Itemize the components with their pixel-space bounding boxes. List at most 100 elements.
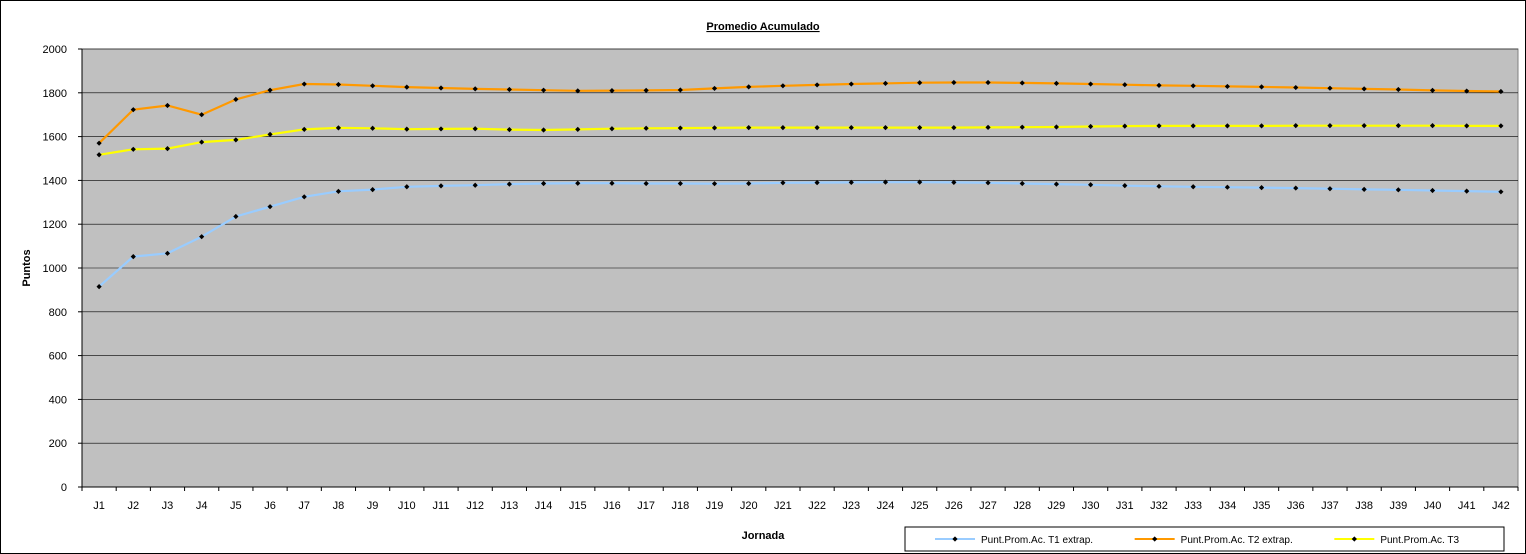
x-tick-label: J37 — [1321, 500, 1339, 512]
y-tick-label: 1400 — [43, 175, 67, 187]
series-line — [98, 124, 1501, 156]
data-point — [370, 186, 376, 193]
data-point — [1019, 124, 1025, 130]
legend-box — [904, 526, 1505, 552]
data-point — [301, 81, 307, 87]
series-lines — [96, 79, 1504, 290]
data-point — [917, 179, 923, 185]
axes: 0 200 400 600 800 1000 1200 1400 1600 1800 2000 J1 J… — [43, 44, 1519, 512]
data-point — [438, 183, 444, 189]
data-point — [1395, 86, 1401, 93]
data-point — [1361, 123, 1367, 129]
x-tick-label: J16 — [603, 500, 621, 512]
x-tick-label: J12 — [466, 500, 484, 512]
data-point — [164, 146, 171, 152]
x-tick-label: J23 — [842, 500, 860, 512]
data-point — [370, 83, 376, 89]
data-point — [267, 87, 273, 93]
data-point — [267, 204, 273, 210]
legend-marker — [1152, 536, 1158, 542]
series-line — [98, 81, 1501, 144]
data-point — [335, 81, 342, 88]
x-tick-label: J19 — [706, 500, 724, 512]
x-tick-label: J5 — [230, 500, 242, 512]
data-point — [506, 126, 512, 133]
x-tick-label: J14 — [535, 500, 553, 512]
legend-label: Punt.Prom.Ac. T1 extrap. — [981, 535, 1093, 546]
data-point — [472, 182, 478, 188]
data-point — [1327, 85, 1333, 91]
x-tick-label: J2 — [127, 500, 139, 512]
data-point — [233, 213, 239, 220]
data-point — [575, 88, 581, 94]
data-point — [1122, 123, 1128, 129]
y-tick-label: 1000 — [43, 263, 67, 275]
data-point — [711, 125, 718, 131]
x-tick-label: J3 — [162, 500, 174, 512]
chart-title: Promedio Acumulado — [706, 21, 820, 33]
data-point — [540, 180, 547, 187]
data-point — [164, 102, 171, 109]
legend-item: Punt.Prom.Ac. T1 extrap. — [935, 535, 1093, 546]
data-point — [814, 179, 820, 186]
data-point — [130, 146, 136, 152]
x-tick-label: J22 — [808, 500, 826, 512]
x-tick-label: J20 — [740, 500, 758, 512]
x-tick-label: J40 — [1424, 500, 1442, 512]
y-tick-label: 1600 — [43, 132, 67, 144]
data-point — [404, 184, 410, 190]
data-point — [1088, 123, 1094, 130]
data-point — [404, 84, 410, 90]
x-tick-label: J18 — [671, 500, 689, 512]
data-point — [848, 125, 854, 131]
data-point — [746, 180, 752, 187]
series-line — [98, 181, 1501, 288]
data-point — [711, 85, 718, 92]
data-point — [1258, 123, 1265, 129]
data-point — [1088, 182, 1094, 188]
data-point — [780, 125, 786, 131]
series-1 — [96, 179, 1504, 290]
data-point — [1293, 185, 1299, 191]
data-point — [1224, 184, 1230, 190]
data-point — [472, 126, 478, 132]
data-point — [164, 250, 171, 256]
data-point — [609, 88, 615, 94]
y-tick-label: 200 — [49, 438, 67, 450]
data-point — [882, 80, 889, 86]
data-point — [540, 87, 547, 93]
y-tick-label: 600 — [49, 351, 67, 363]
data-point — [1429, 187, 1436, 194]
data-point — [335, 125, 342, 131]
data-point — [848, 179, 854, 185]
y-tick-label: 400 — [49, 394, 67, 406]
data-point — [1156, 123, 1162, 129]
data-point — [575, 180, 581, 186]
x-tick-label: J35 — [1253, 500, 1271, 512]
x-tick-label: J28 — [1013, 500, 1031, 512]
data-point — [951, 125, 957, 131]
data-point — [882, 125, 889, 131]
data-point — [985, 79, 991, 86]
data-point — [233, 96, 239, 102]
y-tick-label: 1200 — [43, 219, 67, 231]
data-point — [1464, 188, 1470, 194]
data-point — [301, 126, 307, 132]
legend: Punt.Prom.Ac. T1 extrap. Punt.Prom.Ac. T2… — [904, 526, 1505, 552]
data-point — [1498, 88, 1504, 95]
data-point — [677, 87, 683, 93]
data-point — [1190, 123, 1196, 129]
data-point — [1498, 189, 1504, 195]
x-tick-label: J24 — [877, 500, 895, 512]
x-tick-label: J30 — [1082, 500, 1100, 512]
x-tick-label: J31 — [1116, 500, 1134, 512]
data-point — [917, 125, 923, 131]
data-point — [711, 181, 718, 187]
y-tick-label: 2000 — [43, 44, 67, 56]
legend-item: Punt.Prom.Ac. T2 extrap. — [1134, 535, 1293, 546]
data-point — [1053, 181, 1060, 187]
data-point — [746, 125, 752, 131]
data-point — [643, 180, 649, 187]
x-tick-label: J11 — [433, 500, 450, 512]
